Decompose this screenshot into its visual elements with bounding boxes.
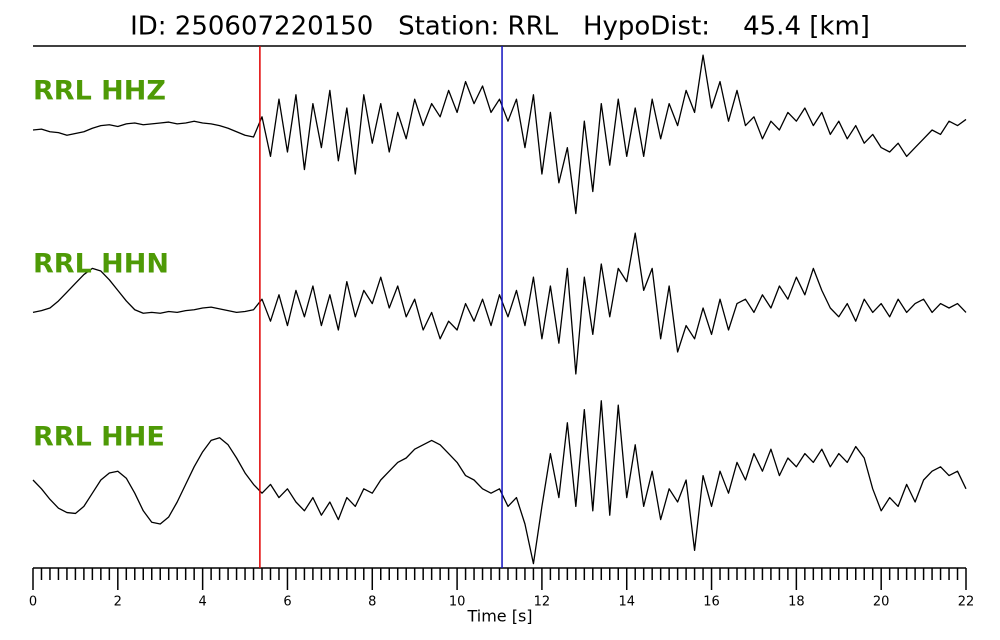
x-tick-label: 14 [618, 595, 635, 610]
x-tick-label: 10 [449, 595, 466, 610]
x-tick-label: 18 [788, 595, 805, 610]
x-tick-label: 0 [29, 595, 37, 610]
trace-label: RRL HHZ [33, 76, 166, 107]
x-tick-label: 4 [198, 595, 206, 610]
trace-label: RRL HHN [33, 249, 169, 280]
chart-title: ID: 250607220150 Station: RRL HypoDist: … [130, 12, 870, 42]
trace-line [32, 54, 967, 215]
trace-line [32, 232, 967, 375]
x-axis-label: Time [s] [466, 607, 532, 626]
trace-label: RRL HHE [33, 422, 165, 453]
x-tick-label: 16 [703, 595, 720, 610]
trace-line [32, 400, 967, 565]
x-tick-label: 2 [114, 595, 122, 610]
x-tick-label: 8 [368, 595, 376, 610]
x-tick-label: 6 [283, 595, 291, 610]
x-tick-label: 12 [534, 595, 551, 610]
x-tick-label: 22 [958, 595, 975, 610]
x-tick-label: 20 [873, 595, 890, 610]
